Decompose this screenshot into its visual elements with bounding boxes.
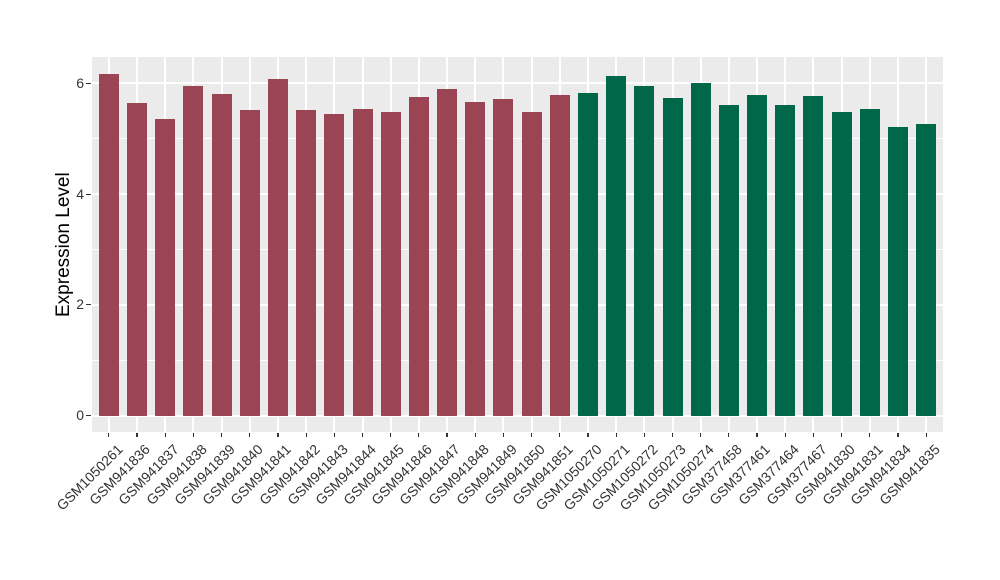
x-axis-tick [728,432,730,437]
minor-gridline [92,359,943,361]
bar-GSM941845 [380,112,401,416]
bar-GSM941849 [493,98,514,416]
y-axis-tick [86,304,91,306]
bar-GSM941844 [352,109,373,416]
bar-GSM941831 [859,109,880,416]
bar-GSM941848 [465,101,486,416]
x-axis-tick [390,432,392,437]
bar-GSM941851 [549,95,570,416]
minor-gridline [92,138,943,140]
x-axis-tick [587,432,589,437]
bar-GSM1050261 [98,73,119,416]
x-axis-tick [446,432,448,437]
bar-GSM1050271 [606,75,627,416]
x-axis-tick [192,432,195,437]
bar-GSM941850 [521,111,542,416]
major-gridline [92,82,943,85]
bar-GSM377458 [718,104,739,416]
bar-GSM941846 [408,97,429,416]
y-axis-tick [86,193,91,195]
bar-GSM941842 [296,110,317,416]
x-axis-tick [305,432,307,437]
minor-gridline [92,249,943,250]
x-axis-tick [869,432,871,437]
y-tick-label: 0 [76,407,84,424]
x-axis-tick [164,432,166,437]
bar-GSM941839 [211,93,232,416]
x-axis-tick [559,432,561,437]
major-gridline [92,193,943,196]
x-axis-tick [615,432,617,437]
y-tick-label: 6 [76,74,84,91]
bar-GSM941843 [324,114,345,416]
bar-GSM1050272 [634,85,655,416]
bar-GSM1050270 [577,93,598,416]
bar-GSM941841 [267,79,288,416]
x-axis-tick [756,432,758,437]
bar-GSM1050274 [690,83,711,416]
x-axis-tick [418,432,420,437]
x-axis-tick [474,432,476,437]
bar-GSM1050273 [662,98,683,416]
x-axis-tick [925,432,927,437]
y-axis-title: Expression Level [53,172,74,317]
bar-GSM377467 [803,96,824,416]
bar-GSM941840 [239,110,260,416]
y-axis-tick [86,415,91,417]
bar-GSM941836 [127,103,148,416]
bar-GSM941838 [183,86,204,416]
bar-GSM941830 [831,112,852,416]
y-axis-tick [86,82,91,84]
major-gridline [92,414,943,417]
x-axis-tick [700,432,702,437]
x-axis-tick [671,432,674,437]
y-tick-label: 4 [76,185,84,202]
x-axis-tick [333,432,335,437]
x-axis-tick [897,432,899,437]
x-axis-tick [108,432,110,437]
bar-GSM377464 [775,105,796,416]
x-axis-tick [221,432,223,437]
bar-GSM941834 [887,127,908,416]
bar-GSM941847 [437,89,458,416]
x-axis-tick [812,432,814,437]
x-axis-tick [361,432,364,437]
y-tick-label: 2 [76,296,84,313]
x-axis-tick [502,432,504,437]
bar-GSM941835 [916,123,937,416]
x-axis-tick [784,432,786,437]
major-gridline [92,303,943,306]
plot-panel [92,57,943,432]
x-axis-tick [136,432,138,437]
bar-GSM941837 [155,118,176,416]
x-axis-tick [531,432,533,437]
x-axis-tick [840,432,843,437]
bar-GSM377461 [747,94,768,416]
x-axis-tick [643,432,645,437]
x-axis-tick [249,432,251,437]
x-axis-tick [277,432,279,437]
